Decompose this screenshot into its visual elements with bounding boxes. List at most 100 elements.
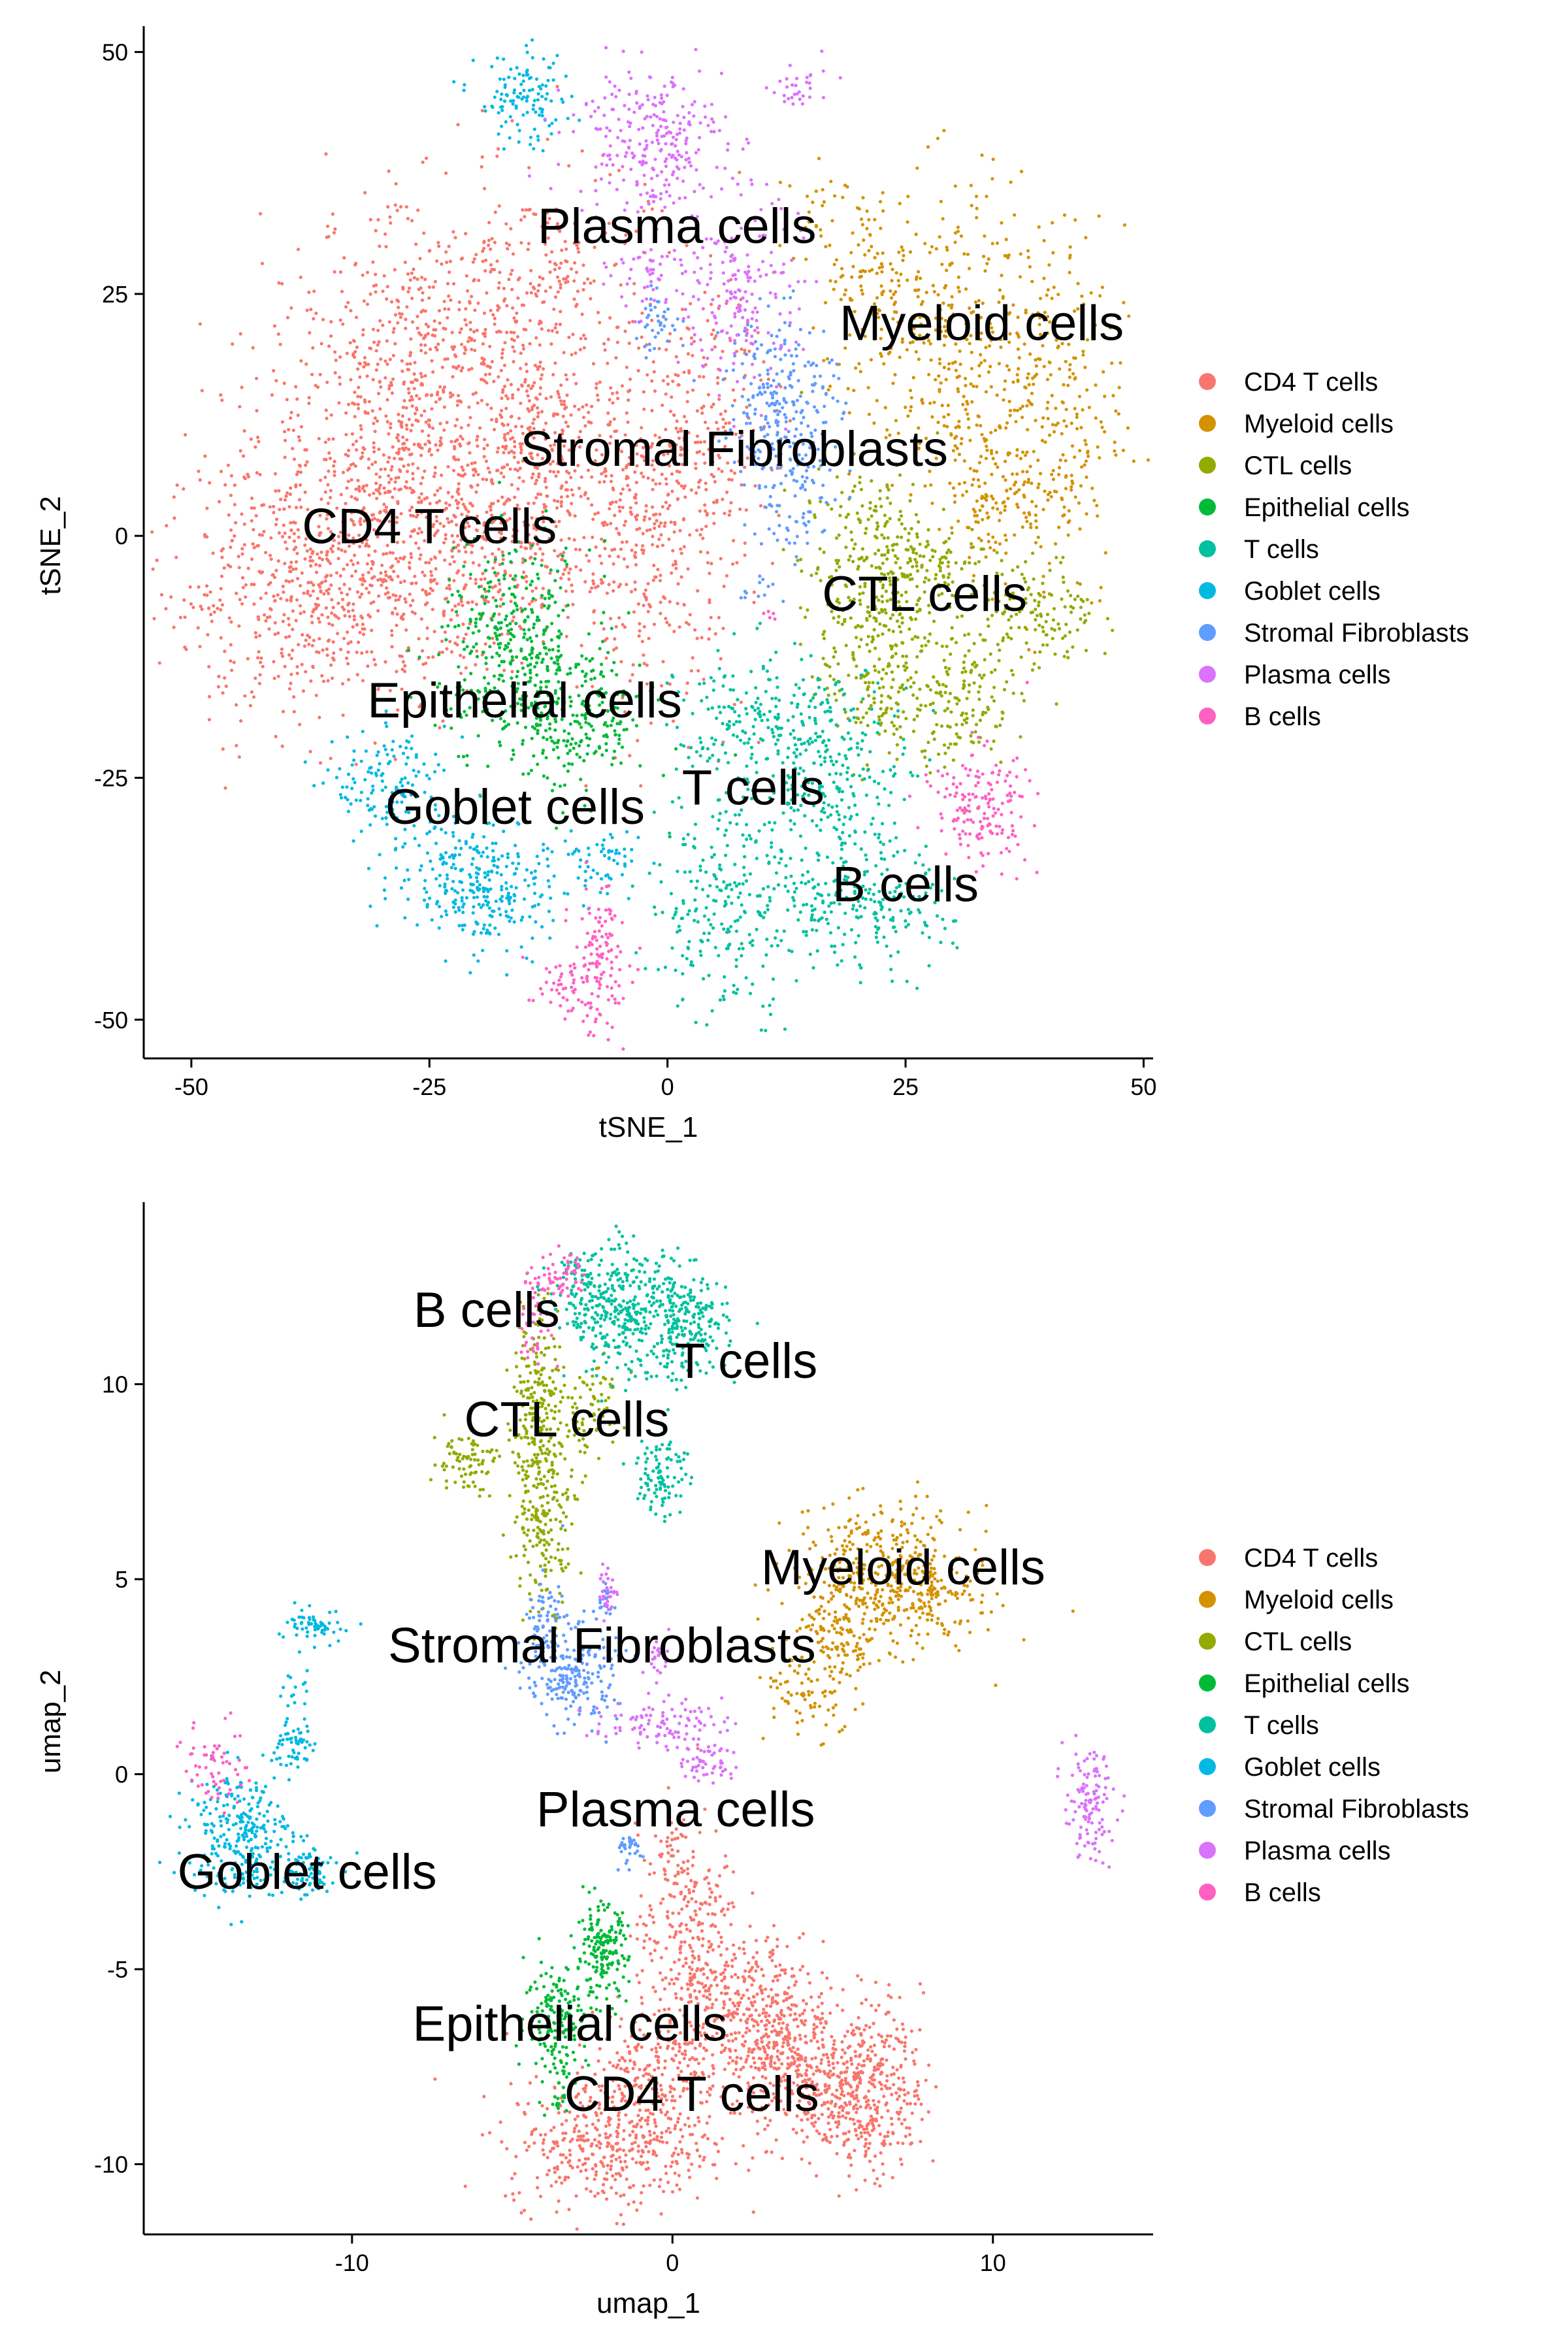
tsne-point-ctl-cells <box>896 664 900 668</box>
tsne-point-myeloid-cells <box>1005 364 1009 368</box>
tsne-point-cd4-t-cells <box>676 374 680 378</box>
tsne-point-ctl-cells <box>924 644 928 647</box>
tsne-point-cd4-t-cells <box>583 336 587 340</box>
tsne-point-myeloid-cells <box>829 180 833 184</box>
tsne-point-ctl-cells <box>860 547 864 551</box>
tsne-point-cd4-t-cells <box>351 519 355 523</box>
tsne-point-myeloid-cells <box>1054 406 1058 410</box>
tsne-point-cd4-t-cells <box>642 390 646 394</box>
tsne-point-cd4-t-cells <box>517 416 521 420</box>
tsne-point-ctl-cells <box>867 681 871 685</box>
tsne-point-ctl-cells <box>1066 589 1070 593</box>
tsne-point-myeloid-cells <box>882 362 886 366</box>
tsne-point-ctl-cells <box>799 557 803 561</box>
tsne-point-myeloid-cells <box>938 389 941 393</box>
tsne-point-ctl-cells <box>990 695 994 699</box>
tsne-point-ctl-cells <box>876 634 880 638</box>
tsne-point-cd4-t-cells <box>538 319 542 323</box>
tsne-point-cd4-t-cells <box>511 436 515 440</box>
tsne-point-cd4-t-cells <box>331 549 335 554</box>
tsne-point-cd4-t-cells <box>223 786 227 790</box>
tsne-point-myeloid-cells <box>954 368 958 372</box>
tsne-point-myeloid-cells <box>1066 384 1070 387</box>
tsne-point-cd4-t-cells <box>351 353 355 357</box>
tsne-point-cd4-t-cells <box>459 400 463 404</box>
tsne-point-myeloid-cells <box>980 153 984 157</box>
tsne-point-cd4-t-cells <box>378 511 382 515</box>
tsne-point-myeloid-cells <box>975 423 979 427</box>
tsne-point-myeloid-cells <box>957 419 961 423</box>
tsne-point-cd4-t-cells <box>328 561 333 565</box>
tsne-point-myeloid-cells <box>977 374 981 378</box>
tsne-point-cd4-t-cells <box>344 433 348 436</box>
tsne-point-cd4-t-cells <box>577 240 581 244</box>
tsne-point-cd4-t-cells <box>429 570 433 574</box>
tsne-point-myeloid-cells <box>1097 214 1101 218</box>
tsne-point-cd4-t-cells <box>443 597 448 601</box>
tsne-point-cd4-t-cells <box>353 350 357 353</box>
tsne-point-cd4-t-cells <box>311 610 315 614</box>
tsne-point-cd4-t-cells <box>318 620 321 624</box>
tsne-point-cd4-t-cells <box>637 346 641 350</box>
tsne-point-ctl-cells <box>890 654 894 659</box>
tsne-point-cd4-t-cells <box>567 577 571 581</box>
tsne-point-ctl-cells <box>902 664 906 668</box>
tsne-point-cd4-t-cells <box>451 230 455 234</box>
tsne-point-cd4-t-cells <box>710 405 713 409</box>
tsne-point-cd4-t-cells <box>593 459 597 463</box>
tsne-point-cd4-t-cells <box>427 439 431 444</box>
tsne-point-cd4-t-cells <box>331 212 335 216</box>
tsne-point-cd4-t-cells <box>598 321 602 325</box>
tsne-point-cd4-t-cells <box>397 448 401 451</box>
tsne-point-cd4-t-cells <box>191 606 195 610</box>
tsne-point-epithelial-cells <box>465 645 469 649</box>
tsne-point-myeloid-cells <box>1075 427 1079 431</box>
tsne-point-cd4-t-cells <box>469 484 473 488</box>
tsne-point-myeloid-cells <box>888 350 892 354</box>
tsne-point-cd4-t-cells <box>410 320 415 324</box>
tsne-point-cd4-t-cells <box>287 634 291 638</box>
tsne-point-cd4-t-cells <box>352 614 356 618</box>
tsne-point-ctl-cells <box>941 683 945 687</box>
tsne-point-ctl-cells <box>960 670 964 674</box>
tsne-point-cd4-t-cells <box>464 666 468 670</box>
tsne-point-cd4-t-cells <box>624 233 628 237</box>
tsne-point-cd4-t-cells <box>404 423 409 427</box>
tsne-point-cd4-t-cells <box>512 350 516 353</box>
tsne-point-cd4-t-cells <box>559 310 563 314</box>
tsne-point-ctl-cells <box>922 555 926 559</box>
tsne-point-myeloid-cells <box>932 400 936 404</box>
tsne-point-cd4-t-cells <box>216 606 220 610</box>
tsne-point-myeloid-cells <box>823 301 828 304</box>
tsne-point-ctl-cells <box>971 708 975 712</box>
tsne-point-cd4-t-cells <box>561 414 565 418</box>
tsne-point-cd4-t-cells <box>664 477 668 481</box>
tsne-point-cd4-t-cells <box>329 663 333 667</box>
tsne-point-ctl-cells <box>1105 617 1109 621</box>
tsne-point-cd4-t-cells <box>264 591 268 595</box>
tsne-point-cd4-t-cells <box>339 493 343 497</box>
tsne-point-ctl-cells <box>920 644 924 648</box>
tsne-point-cd4-t-cells <box>529 282 532 286</box>
tsne-point-ctl-cells <box>986 706 990 710</box>
tsne-point-cd4-t-cells <box>630 548 634 552</box>
tsne-point-cd4-t-cells <box>417 637 421 641</box>
tsne-point-cd4-t-cells <box>643 515 647 519</box>
tsne-point-cd4-t-cells <box>361 573 365 577</box>
tsne-point-cd4-t-cells <box>694 529 699 532</box>
tsne-point-myeloid-cells <box>931 284 935 287</box>
tsne-point-cd4-t-cells <box>457 549 461 553</box>
tsne-point-ctl-cells <box>877 686 881 690</box>
tsne-point-cd4-t-cells <box>278 508 282 512</box>
tsne-point-epithelial-cells <box>456 589 460 593</box>
tsne-point-cd4-t-cells <box>674 566 678 570</box>
tsne-point-cd4-t-cells <box>682 486 686 490</box>
tsne-point-cd4-t-cells <box>650 379 654 383</box>
tsne-point-cd4-t-cells <box>237 566 241 570</box>
tsne-point-myeloid-cells <box>1073 376 1077 380</box>
tsne-point-ctl-cells <box>844 546 848 549</box>
tsne-point-cd4-t-cells <box>544 242 547 246</box>
tsne-point-cd4-t-cells <box>500 495 504 499</box>
tsne-point-ctl-cells <box>834 536 839 540</box>
tsne-point-myeloid-cells <box>1043 440 1047 444</box>
